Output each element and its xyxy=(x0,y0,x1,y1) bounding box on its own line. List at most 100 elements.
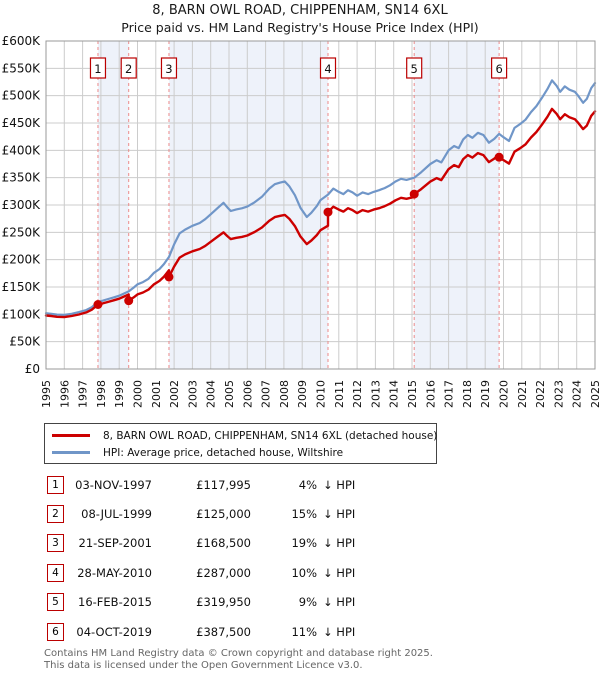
footer: Contains HM Land Registry data © Crown c… xyxy=(44,648,433,671)
y-tick-label: £500K xyxy=(2,89,42,103)
x-tick-label: 1997 xyxy=(77,380,90,408)
sale-number-badge: 6 xyxy=(47,622,64,641)
footer-line1: Contains HM Land Registry data © Crown c… xyxy=(44,648,433,659)
plot-border xyxy=(45,40,596,370)
hpi-series-swatch xyxy=(52,451,90,454)
sale-pct: 10% xyxy=(291,565,317,580)
y-tick-label: £400K xyxy=(2,143,42,157)
y-tick-label: £300K xyxy=(2,198,42,212)
sale-date: 04-OCT-2019 xyxy=(76,624,152,639)
sale-price: £287,000 xyxy=(196,565,251,580)
sale-number-box xyxy=(89,57,107,79)
x-tick-label: 2016 xyxy=(424,380,437,408)
sale-row: 5 16-FEB-2015 £319,950 9% ↓ HPI xyxy=(44,588,444,617)
page-title: 8, BARN OWL ROAD, CHIPPENHAM, SN14 6XL xyxy=(152,3,448,18)
sale-date: 21-SEP-2001 xyxy=(78,536,152,551)
sale-pct: 15% xyxy=(291,507,317,522)
x-tick-label: 2024 xyxy=(571,380,584,408)
x-tick-label: 2011 xyxy=(333,380,346,408)
x-tick-label: 2023 xyxy=(552,380,565,408)
sale-number-label: 5 xyxy=(411,62,418,76)
sale-pct-suffix: ↓ HPI xyxy=(323,536,356,551)
legend-row-property: 8, BARN OWL ROAD, CHIPPENHAM, SN14 6XL (… xyxy=(45,427,438,444)
sale-pct: 19% xyxy=(291,536,317,551)
page-subtitle: Price paid vs. HM Land Registry's House … xyxy=(121,20,479,35)
sale-number-badge: 1 xyxy=(47,475,64,494)
sale-number-badge: 4 xyxy=(47,563,64,582)
sale-number-box xyxy=(120,57,137,79)
sale-price: £168,500 xyxy=(196,536,251,551)
sales-table: 1 03-NOV-1997 £117,995 4% ↓ HPI 2 08-JUL-1999 £… xyxy=(44,470,444,646)
sale-row: 3 21-SEP-2001 £168,500 19% ↓ HPI xyxy=(44,529,444,558)
x-tick-label: 1998 xyxy=(95,380,108,408)
sale-marker-dot xyxy=(124,296,134,306)
hpi-series-line xyxy=(44,79,597,316)
y-tick-label: £0 xyxy=(25,362,40,376)
sale-row: 4 28-MAY-2010 £287,000 10% ↓ HPI xyxy=(44,558,444,587)
y-tick-label: £50K xyxy=(9,335,41,349)
sale-marker-dot xyxy=(494,152,504,162)
sale-number-badge: 5 xyxy=(47,593,64,612)
x-tick-label: 2014 xyxy=(388,380,401,408)
sale-row: 2 08-JUL-1999 £125,000 15% ↓ HPI xyxy=(44,499,444,528)
sale-price: £117,995 xyxy=(196,477,251,492)
x-tick-label: 2003 xyxy=(186,380,199,408)
sale-row: 6 04-OCT-2019 £387,500 11% ↓ HPI xyxy=(44,617,444,646)
sale-row: 1 03-NOV-1997 £117,995 4% ↓ HPI xyxy=(44,470,444,499)
y-tick-label: £150K xyxy=(2,280,42,294)
y-tick-label: £600K xyxy=(2,34,42,48)
sale-number-label: 1 xyxy=(94,62,101,76)
sale-pct: 9% xyxy=(298,595,317,610)
sale-number-label: 2 xyxy=(125,62,132,76)
sale-date: 03-NOV-1997 xyxy=(75,477,152,492)
sale-marker-dot xyxy=(409,189,419,199)
x-tick-label: 2021 xyxy=(516,380,529,408)
y-tick-label: £550K xyxy=(2,61,42,75)
x-tick-label: 2018 xyxy=(461,380,474,408)
x-tick-label: 2001 xyxy=(150,380,163,408)
sale-number-box xyxy=(319,57,337,79)
x-tick-label: 2010 xyxy=(315,380,328,408)
sale-pct-suffix: ↓ HPI xyxy=(323,507,356,522)
sale-number-box xyxy=(160,57,178,79)
x-tick-label: 2004 xyxy=(205,380,218,408)
sale-price: £125,000 xyxy=(196,507,251,522)
legend-hpi-label: HPI: Average price, detached house, Wilt… xyxy=(103,446,344,459)
legend-row-hpi: HPI: Average price, detached house, Wilt… xyxy=(45,444,436,461)
sale-pct: 11% xyxy=(291,624,317,639)
sale-pct-suffix: ↓ HPI xyxy=(323,565,356,580)
sale-marker-dot xyxy=(323,207,333,217)
chart-legend: 8, BARN OWL ROAD, CHIPPENHAM, SN14 6XL (… xyxy=(44,423,437,464)
x-tick-label: 2022 xyxy=(534,380,547,408)
x-tick-label: 2013 xyxy=(369,380,382,408)
legend-property-label: 8, BARN OWL ROAD, CHIPPENHAM, SN14 6XL (… xyxy=(103,429,438,442)
x-tick-label: 1995 xyxy=(40,380,53,408)
x-tick-label: 2002 xyxy=(168,380,181,408)
sale-number-label: 3 xyxy=(165,62,172,76)
x-tick-label: 2000 xyxy=(132,380,145,408)
sale-marker-dot xyxy=(164,272,174,282)
sale-date: 28-MAY-2010 xyxy=(77,565,152,580)
sale-number-badge: 2 xyxy=(47,505,64,524)
x-tick-label: 2019 xyxy=(479,380,492,408)
sale-number-label: 4 xyxy=(324,62,331,76)
sale-marker-dot xyxy=(93,299,103,309)
y-tick-label: £100K xyxy=(2,307,42,321)
x-tick-label: 2015 xyxy=(406,380,419,408)
sale-price: £387,500 xyxy=(196,624,251,639)
x-tick-label: 2009 xyxy=(296,380,309,408)
sale-date: 08-JUL-1999 xyxy=(81,507,152,522)
sale-number-box xyxy=(406,57,423,79)
y-tick-label: £450K xyxy=(2,116,42,130)
x-tick-label: 2008 xyxy=(278,380,291,408)
y-tick-label: £200K xyxy=(2,253,42,267)
x-tick-label: 2006 xyxy=(241,380,254,408)
sale-number-badge: 3 xyxy=(47,534,64,553)
sale-pct-suffix: ↓ HPI xyxy=(323,624,356,639)
sale-number-label: 6 xyxy=(495,62,502,76)
x-tick-label: 2012 xyxy=(351,380,364,408)
sale-date: 16-FEB-2015 xyxy=(78,595,152,610)
sale-price: £319,950 xyxy=(196,595,251,610)
sale-pct-suffix: ↓ HPI xyxy=(323,595,356,610)
